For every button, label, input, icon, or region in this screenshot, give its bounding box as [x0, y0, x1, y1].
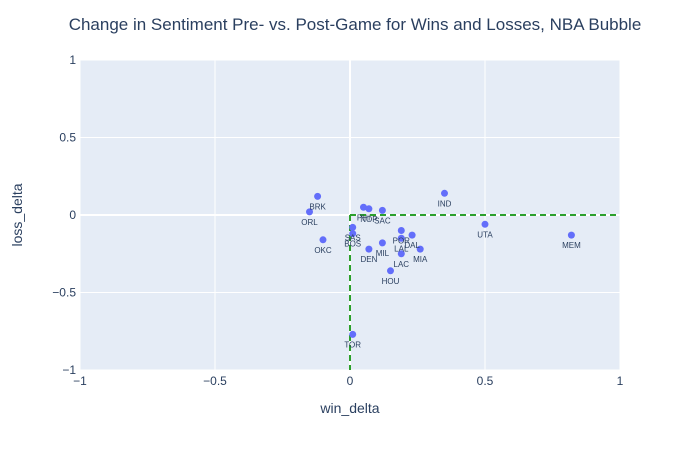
axis-tick-labels: −1 −0.5 0 0.5 1 −1 −0.5 0 0.5 1: [52, 53, 623, 388]
y-tick-label: 1: [69, 53, 76, 67]
y-tick-label: 0.5: [59, 131, 76, 145]
data-point: [306, 208, 313, 216]
data-point: [378, 239, 386, 247]
point-label: OKC: [314, 246, 332, 255]
data-point: [319, 236, 327, 244]
point-label: LAL: [394, 244, 409, 253]
data-points: [306, 189, 575, 338]
point-label: DEN: [360, 255, 377, 264]
y-tick-label: −0.5: [52, 286, 76, 300]
point-label: SAS: [345, 233, 361, 242]
chart-title: Change in Sentiment Pre- vs. Post-Game f…: [69, 15, 642, 34]
data-point: [416, 245, 424, 253]
data-point: [397, 234, 405, 242]
point-label: SAC: [374, 216, 391, 225]
data-point: [349, 330, 357, 338]
data-point: [408, 231, 416, 239]
point-label: ORL: [301, 218, 318, 227]
point-label: BRK: [309, 202, 326, 211]
point-label: DAL: [404, 241, 420, 250]
data-point: [387, 267, 394, 275]
point-label: MIL: [376, 249, 390, 258]
x-tick-label: 1: [617, 374, 624, 388]
data-point: [397, 250, 405, 258]
point-label: HOU: [382, 277, 400, 286]
data-point: [481, 220, 489, 228]
point-label: POR: [393, 237, 411, 246]
point-label: UTA: [477, 230, 493, 239]
point-label: MEM: [562, 241, 581, 250]
point-label: PHI: [357, 213, 370, 222]
data-point: [365, 245, 373, 253]
data-point: [567, 231, 575, 239]
x-tick-label: −0.5: [203, 374, 227, 388]
data-point: [349, 223, 357, 231]
guide-lines: [349, 214, 620, 370]
data-point: [349, 230, 357, 238]
data-point: [314, 192, 322, 200]
y-tick-label: −1: [62, 363, 76, 377]
y-tick-label: 0: [69, 208, 76, 222]
x-tick-label: 0: [347, 374, 354, 388]
y-axis-label: loss_delta: [9, 183, 25, 246]
point-labels: BRKORLOKCSASBOSPHINOPSACINDUTAMEMPORLALD…: [301, 199, 581, 349]
x-tick-label: 0.5: [477, 374, 494, 388]
point-label: TOR: [344, 340, 361, 349]
x-axis-label: win_delta: [319, 400, 379, 416]
x-tick-label: −1: [73, 374, 87, 388]
point-label: LAC: [394, 260, 410, 269]
data-point: [360, 203, 367, 211]
point-label: MIA: [413, 255, 428, 264]
point-label: IND: [438, 199, 452, 208]
data-point: [365, 205, 373, 213]
point-label: BOS: [344, 240, 361, 249]
data-point: [441, 189, 448, 197]
point-label: NOP: [360, 215, 377, 224]
data-point: [397, 227, 405, 234]
data-point: [378, 206, 386, 214]
